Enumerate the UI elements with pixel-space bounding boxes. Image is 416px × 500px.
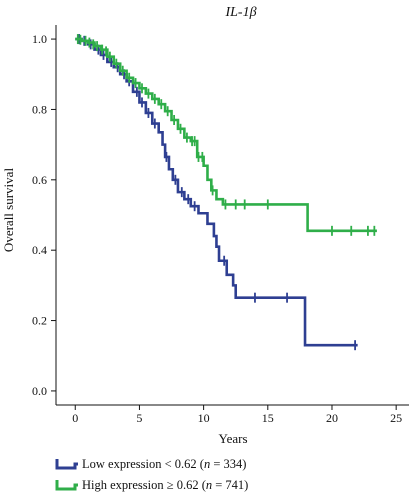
x-tick-label: 10 (198, 411, 210, 425)
legend-swatch (55, 459, 78, 470)
y-tick-label: 0.6 (32, 173, 47, 187)
y-tick-label: 1.0 (32, 32, 47, 46)
legend-n-symbol: n (204, 457, 210, 471)
legend-swatch (55, 480, 78, 491)
chart-title: IL-1β (224, 5, 256, 20)
x-tick-label: 20 (326, 411, 338, 425)
y-tick-label: 0.2 (32, 314, 47, 328)
legend-text-part: High expression ≥ 0.62 ( (82, 478, 206, 492)
legend: Low expression < 0.62 (n = 334) High expr… (55, 457, 248, 492)
x-tick-label: 15 (262, 411, 274, 425)
x-tick-label: 25 (390, 411, 402, 425)
legend-label-high: High expression ≥ 0.62 (n = 741) (82, 478, 248, 492)
legend-n-symbol: n (206, 478, 212, 492)
y-tick-label: 0.0 (32, 384, 47, 398)
legend-text-part: = 741) (212, 478, 248, 492)
y-tick-label: 0.8 (32, 102, 47, 116)
series-layer (75, 34, 377, 351)
series-low-expression (75, 34, 358, 351)
series-high-expression (75, 34, 377, 236)
x-tick-label: 5 (136, 411, 142, 425)
x-axis-label: Years (218, 431, 247, 446)
legend-text-part: Low expression < 0.62 ( (82, 457, 204, 471)
legend-label-low: Low expression < 0.62 (n = 334) (82, 457, 246, 471)
y-axis-label: Overall survival (1, 168, 16, 253)
y-tick-label: 0.4 (32, 243, 47, 257)
survival-curve (75, 37, 358, 347)
y-ticks: 0.0 0.2 0.4 0.6 0.8 1.0 (32, 32, 56, 398)
x-tick-label: 0 (72, 411, 78, 425)
legend-text-part: = 334) (210, 457, 246, 471)
x-ticks: 0 5 10 15 20 25 (72, 405, 402, 425)
axes (55, 25, 409, 406)
